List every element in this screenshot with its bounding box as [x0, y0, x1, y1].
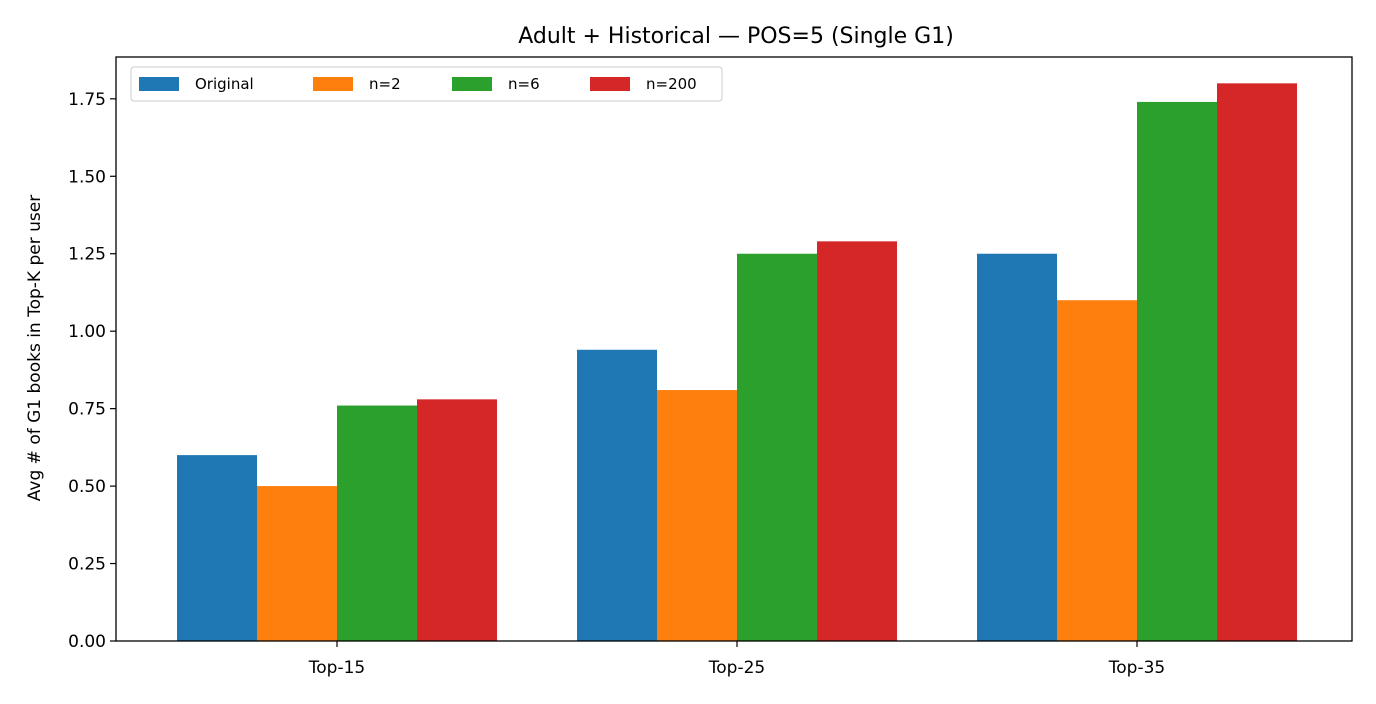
plot-frame	[115, 56, 1353, 642]
legend-label: n=200	[646, 75, 697, 93]
bar-top-15-original	[177, 455, 257, 641]
y-tick-label: 0.75	[68, 400, 106, 420]
legend-label: Original	[195, 75, 254, 93]
bar-top-35-n200	[1217, 83, 1297, 641]
bar-top-35-n6	[1137, 101, 1217, 641]
y-tick-label: 0.25	[68, 555, 106, 575]
bar-top-25-n6	[737, 253, 817, 641]
legend-swatch-original	[139, 77, 179, 91]
bar-top-15-n6	[337, 405, 417, 641]
y-tick-label: 1.25	[68, 245, 106, 265]
legend-label: n=6	[508, 75, 540, 93]
legend-swatch-n6	[452, 77, 492, 91]
y-tick-label: 1.75	[68, 90, 106, 110]
y-tick-label: 0.00	[68, 632, 106, 652]
bar-top-25-original	[577, 349, 657, 641]
y-axis: 0.00 0.25 0.50 0.75 1.00 1.25 1.50 1.75	[68, 90, 116, 652]
y-axis-label: Avg # of G1 books in Top-K per user	[25, 195, 45, 501]
bar-top-25-n2	[657, 390, 737, 641]
legend-swatch-n2	[313, 77, 353, 91]
legend: Original n=2 n=6 n=200	[130, 66, 723, 102]
bar-top-15-n2	[257, 486, 337, 641]
y-tick-label: 1.00	[68, 322, 106, 342]
legend-box	[130, 66, 723, 102]
legend-swatch-n200	[590, 77, 630, 91]
bar-top-15-n200	[417, 399, 497, 641]
x-axis: Top-15 Top-25 Top-35	[308, 641, 1165, 678]
bar-top-35-n2	[1057, 300, 1137, 641]
bar-top-35-original	[977, 253, 1057, 641]
bar-top-25-n200	[817, 241, 897, 641]
legend-label: n=2	[369, 75, 401, 93]
chart-title: Adult + Historical — POS=5 (Single G1)	[518, 24, 954, 49]
x-tick-label: Top-35	[1108, 658, 1165, 678]
x-tick-label: Top-25	[708, 658, 765, 678]
bars-group	[177, 83, 1297, 641]
x-tick-label: Top-15	[308, 658, 365, 678]
y-tick-label: 0.50	[68, 477, 106, 497]
y-tick-label: 1.50	[68, 167, 106, 187]
